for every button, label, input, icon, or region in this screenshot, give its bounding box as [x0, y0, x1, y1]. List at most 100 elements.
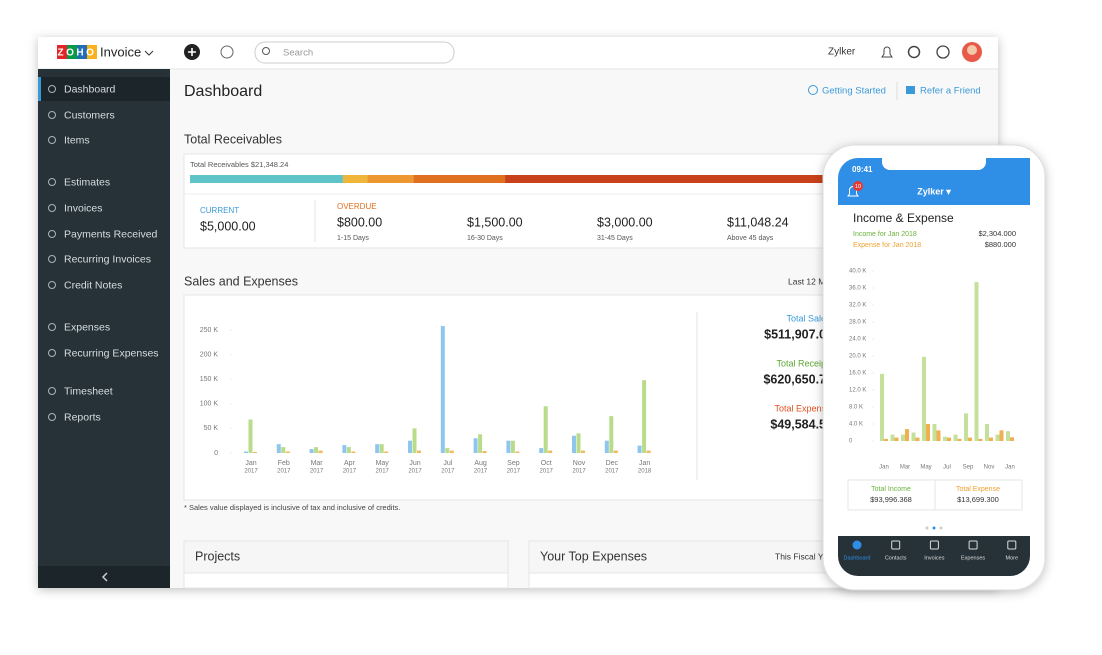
y-tick-label: 12.0 K	[849, 388, 866, 394]
y-tick-label: 0	[849, 439, 853, 445]
bar	[539, 448, 544, 453]
nav-icon[interactable]	[891, 540, 901, 550]
menu-item[interactable]: Reports	[64, 411, 101, 423]
bar	[943, 436, 947, 441]
bar	[244, 451, 248, 453]
menu-item[interactable]: Estimates	[64, 176, 110, 188]
bar	[445, 448, 450, 453]
bar	[248, 419, 253, 453]
amount: $800.00	[337, 215, 382, 229]
nav-icon[interactable]	[852, 540, 862, 550]
nav-icon[interactable]	[1007, 540, 1017, 550]
nav-label[interactable]: Expenses	[961, 555, 985, 561]
bar	[911, 432, 916, 441]
period[interactable]: This Fiscal Ye	[775, 551, 828, 561]
card-title: Projects	[195, 549, 240, 563]
menu-item[interactable]: Customers	[64, 109, 115, 121]
menu-item[interactable]: Expenses	[64, 321, 110, 333]
link[interactable]: Getting Started	[822, 86, 886, 97]
bar	[384, 451, 389, 453]
x-tick-label: Feb	[278, 460, 290, 467]
bar	[478, 434, 483, 453]
bar	[932, 424, 937, 441]
menu-item[interactable]: Timesheet	[64, 385, 113, 397]
bottom-nav	[838, 536, 1030, 576]
y-tick-label: 100 K	[200, 401, 219, 408]
menu-item[interactable]: Invoices	[64, 202, 103, 214]
bar	[613, 450, 618, 453]
bar	[379, 444, 384, 453]
receivable-segment	[342, 175, 368, 183]
bar	[510, 440, 515, 453]
receivable-segment	[413, 175, 506, 183]
x-tick-label: 2017	[376, 469, 390, 475]
receivable-segment	[190, 175, 343, 183]
bar	[989, 437, 993, 441]
x-tick-label: Sep	[507, 460, 520, 467]
x-tick-label: Apr	[344, 460, 356, 467]
amount: $11,048.24	[727, 215, 789, 229]
total-label: Total Income	[871, 486, 911, 493]
bar	[417, 450, 421, 453]
nav-label[interactable]: Dashboard	[844, 555, 871, 561]
menu-item[interactable]: Credit Notes	[64, 279, 122, 291]
y-tick-label: 150 K	[200, 376, 219, 383]
y-tick-label: 32.0 K	[849, 303, 866, 309]
y-tick-label: 8.0 K	[849, 405, 863, 411]
bar	[609, 416, 614, 453]
period[interactable]: Last 12 M	[788, 276, 825, 286]
menu-icon	[48, 178, 56, 186]
range: 31-45 Days	[597, 235, 633, 242]
summary-label: Total Receip	[776, 358, 826, 368]
bar	[543, 406, 548, 453]
nav-icon[interactable]	[929, 540, 939, 550]
y-tick-label: 24.0 K	[849, 337, 866, 343]
menu-icon	[48, 204, 56, 212]
search-placeholder: Search	[283, 48, 313, 59]
legend-label: Income for Jan 2018	[853, 231, 917, 238]
help-icon[interactable]	[936, 45, 950, 59]
amount: $5,000.00	[200, 219, 256, 233]
settings-icon[interactable]	[907, 45, 921, 59]
nav-label[interactable]: Invoices	[924, 555, 944, 561]
y-tick-label: 40.0 K	[849, 269, 866, 275]
chart-title: Income & Expense	[853, 211, 954, 225]
menu-item[interactable]: Items	[64, 134, 90, 146]
menu-item[interactable]: Recurring Expenses	[64, 347, 159, 359]
bar	[276, 444, 281, 453]
history-button[interactable]	[220, 45, 234, 59]
summary-value: $511,907.0	[764, 327, 826, 341]
bar	[1010, 437, 1014, 441]
y-tick-label: 4.0 K	[849, 422, 863, 428]
bar	[953, 434, 958, 441]
org-name[interactable]: Zylker	[828, 47, 856, 58]
bar	[880, 373, 884, 441]
x-tick-label: Jan	[245, 460, 256, 467]
bar	[999, 430, 1004, 441]
x-tick-label: Jun	[409, 460, 420, 467]
menu-item[interactable]: Dashboard	[64, 83, 116, 95]
nav-label[interactable]: More	[1006, 555, 1019, 561]
logo-text: ZOHO	[58, 48, 97, 59]
menu-item[interactable]: Recurring Invoices	[64, 253, 151, 265]
x-tick-label: Oct	[541, 460, 552, 467]
overdue-heading: OVERDUE	[337, 202, 377, 211]
amount: $3,000.00	[597, 215, 653, 229]
range: 16-30 Days	[467, 235, 503, 242]
nav-icon[interactable]	[968, 540, 978, 550]
section-title: Sales and Expenses	[184, 274, 298, 288]
bar	[548, 450, 553, 453]
org-name[interactable]: Zylker ▾	[917, 186, 951, 196]
bell-icon[interactable]	[881, 46, 893, 58]
x-tick-label: 2017	[441, 469, 455, 475]
summary-label: Total Sale	[786, 313, 826, 323]
receivable-segment	[505, 175, 843, 183]
menu-icon	[48, 230, 56, 238]
menu-item[interactable]: Payments Received	[64, 228, 158, 240]
link[interactable]: Refer a Friend	[920, 86, 981, 97]
menu-icon	[48, 349, 56, 357]
search-box[interactable]	[254, 41, 455, 64]
bar	[572, 435, 576, 453]
nav-label[interactable]: Contacts	[885, 555, 907, 561]
total-value: $13,699.300	[957, 495, 999, 504]
